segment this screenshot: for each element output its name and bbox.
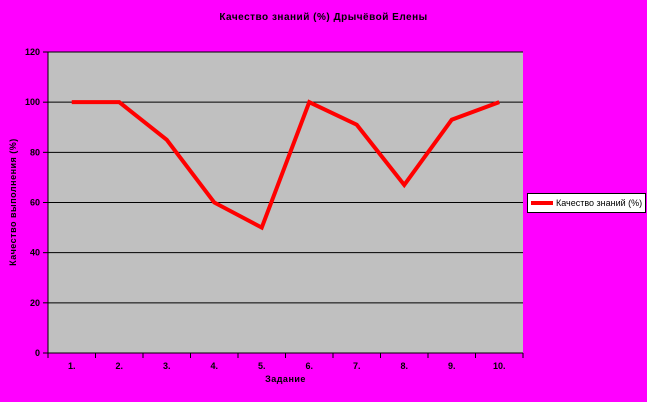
y-tick-label: 20 [30, 298, 40, 308]
x-tick-label: 1. [68, 361, 76, 371]
x-tick-label: 8. [400, 361, 408, 371]
x-axis-title: Задание [265, 374, 306, 384]
y-tick-label: 120 [25, 47, 40, 57]
y-tick-label: 80 [30, 147, 40, 157]
x-tick-label: 5. [258, 361, 266, 371]
x-tick-label: 10. [493, 361, 506, 371]
y-tick-label: 40 [30, 248, 40, 258]
chart-title: Качество знаний (%) Дрычёвой Елены [219, 12, 428, 23]
x-tick-label: 7. [353, 361, 361, 371]
legend-marker-line [531, 201, 553, 205]
legend-label: Качество знаний (%) [556, 198, 643, 208]
series-line-kachestvo-znaniy [71, 99, 500, 231]
x-tick-label: 9. [448, 361, 456, 371]
y-tick-label: 0 [35, 348, 40, 358]
y-tick-label: 100 [25, 97, 40, 107]
x-tick-label: 6. [305, 361, 313, 371]
x-tick-label: 2. [115, 361, 123, 371]
x-tick-label: 3. [163, 361, 171, 371]
y-tick-label: 60 [30, 198, 40, 208]
x-tick-label: 4. [210, 361, 218, 371]
legend[interactable]: Качество знаний (%) [527, 193, 647, 213]
